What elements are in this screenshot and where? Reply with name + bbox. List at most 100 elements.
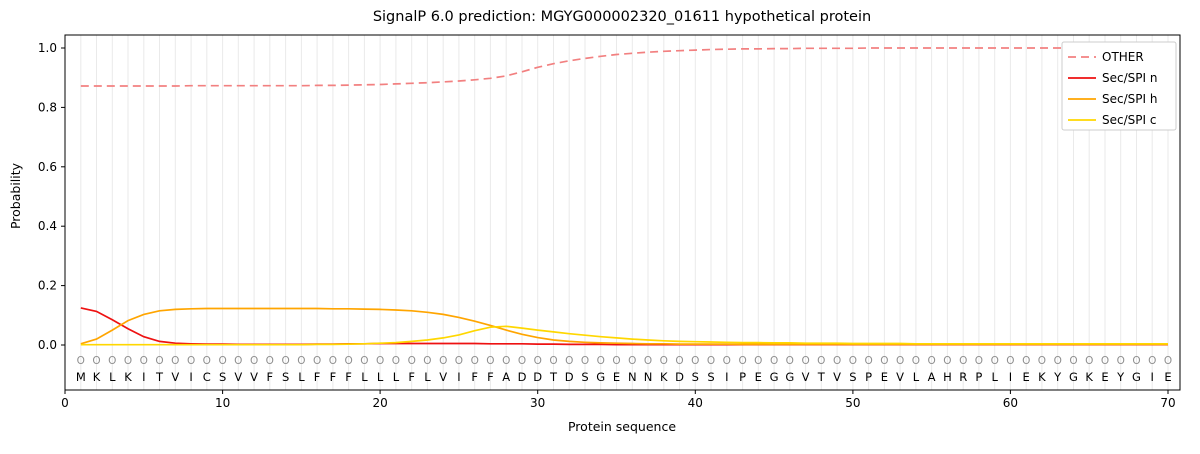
residue-letter: Y xyxy=(1053,370,1062,384)
y-axis-label: Probability xyxy=(8,162,23,229)
residue-mark: O xyxy=(1148,355,1156,367)
residue-mark: O xyxy=(565,355,573,367)
residue-letter: L xyxy=(424,370,431,384)
residue-letter: I xyxy=(1009,370,1012,384)
residue-letter: D xyxy=(565,370,574,384)
residue-letter: N xyxy=(644,370,653,384)
legend-box xyxy=(1061,41,1177,131)
x-tick-label: 70 xyxy=(1160,396,1175,410)
residue-mark: O xyxy=(1038,355,1046,367)
residue-letter: T xyxy=(817,370,826,384)
residue-letter: F xyxy=(471,370,478,384)
residue-letter: F xyxy=(314,370,321,384)
residue-mark: O xyxy=(1101,355,1109,367)
residue-mark: O xyxy=(250,355,258,367)
residue-letter: E xyxy=(613,370,620,384)
residue-mark: O xyxy=(92,355,100,367)
y-tick-label: 0.2 xyxy=(38,279,57,293)
residue-letter: G xyxy=(596,370,605,384)
residue-letter: V xyxy=(234,370,242,384)
legend: OTHER Sec/SPI n Sec/SPI h Sec/SPI c xyxy=(1061,41,1177,131)
residue-mark: O xyxy=(581,355,589,367)
residue-mark: O xyxy=(864,355,872,367)
residue-letter: D xyxy=(533,370,542,384)
residue-mark: O xyxy=(912,355,920,367)
residue-mark: O xyxy=(707,355,715,367)
residue-mark: O xyxy=(108,355,116,367)
residue-letter: P xyxy=(865,370,872,384)
residue-letter: V xyxy=(802,370,810,384)
residue-mark: O xyxy=(502,355,510,367)
residue-letter: D xyxy=(675,370,684,384)
residue-letter: G xyxy=(1132,370,1141,384)
residue-letter: G xyxy=(1069,370,1078,384)
residue-mark: O xyxy=(140,355,148,367)
residue-letter: T xyxy=(155,370,164,384)
residue-mark: O xyxy=(1022,355,1030,367)
residue-mark: O xyxy=(266,355,274,367)
residue-letter: F xyxy=(487,370,494,384)
residue-mark: O xyxy=(77,355,85,367)
legend-label-sec-spi-n: Sec/SPI n xyxy=(1102,71,1157,85)
residue-mark: O xyxy=(880,355,888,367)
residue-mark: O xyxy=(770,355,778,367)
residue-letter: F xyxy=(345,370,352,384)
residue-letter: S xyxy=(849,370,856,384)
residue-mark: O xyxy=(943,355,951,367)
y-tick-label: 0.0 xyxy=(38,338,57,352)
residue-mark: O xyxy=(360,355,368,367)
y-tick-label: 0.8 xyxy=(38,100,57,114)
y-tick-label: 1.0 xyxy=(38,41,57,55)
residue-letter: Y xyxy=(1116,370,1125,384)
x-tick-label: 30 xyxy=(530,396,545,410)
residue-mark: O xyxy=(1006,355,1014,367)
residue-mark: O xyxy=(439,355,447,367)
residue-mark: O xyxy=(281,355,289,367)
residue-mark: O xyxy=(171,355,179,367)
residue-mark: O xyxy=(376,355,384,367)
residue-letter: L xyxy=(377,370,384,384)
residue-letter: L xyxy=(913,370,920,384)
residue-mark: O xyxy=(849,355,857,367)
residue-letter: V xyxy=(171,370,179,384)
residue-mark: O xyxy=(471,355,479,367)
residue-letter: V xyxy=(896,370,904,384)
residue-mark: O xyxy=(628,355,636,367)
residue-mark: O xyxy=(549,355,557,367)
residue-mark: O xyxy=(801,355,809,367)
residue-mark: O xyxy=(329,355,337,367)
residue-letter: F xyxy=(266,370,273,384)
axes-layer: 0.0 0.2 0.4 0.6 0.8 1.0 0 10 20 30 40 50 60 70 xyxy=(38,34,1181,410)
residue-mark: O xyxy=(297,355,305,367)
residue-letter: T xyxy=(549,370,558,384)
residue-mark: O xyxy=(927,355,935,367)
residue-mark: O xyxy=(644,355,652,367)
residue-mark: O xyxy=(612,355,620,367)
residue-letter: L xyxy=(361,370,368,384)
y-tick-label: 0.4 xyxy=(38,219,57,233)
residue-letter: K xyxy=(1038,370,1046,384)
residue-mark: O xyxy=(187,355,195,367)
x-axis-label: Protein sequence xyxy=(568,419,676,434)
x-tick-label: 20 xyxy=(372,396,387,410)
x-tick-label: 60 xyxy=(1003,396,1018,410)
grid-layer xyxy=(80,35,1169,390)
residue-letter: E xyxy=(1101,370,1108,384)
x-tick-label: 10 xyxy=(215,396,230,410)
residue-letter: G xyxy=(785,370,794,384)
residue-mark: O xyxy=(754,355,762,367)
residue-letter: S xyxy=(282,370,289,384)
residue-letter: I xyxy=(457,370,460,384)
residue-mark: O xyxy=(896,355,904,367)
residue-letter: I xyxy=(1150,370,1153,384)
y-tick-label: 0.6 xyxy=(38,160,57,174)
legend-label-sec-spi-c: Sec/SPI c xyxy=(1102,113,1156,127)
residue-letter: S xyxy=(692,370,699,384)
x-tick-label: 50 xyxy=(845,396,860,410)
residue-letter: H xyxy=(943,370,952,384)
residue-letter: C xyxy=(203,370,211,384)
residue-letter: L xyxy=(298,370,305,384)
residue-letter: V xyxy=(250,370,258,384)
